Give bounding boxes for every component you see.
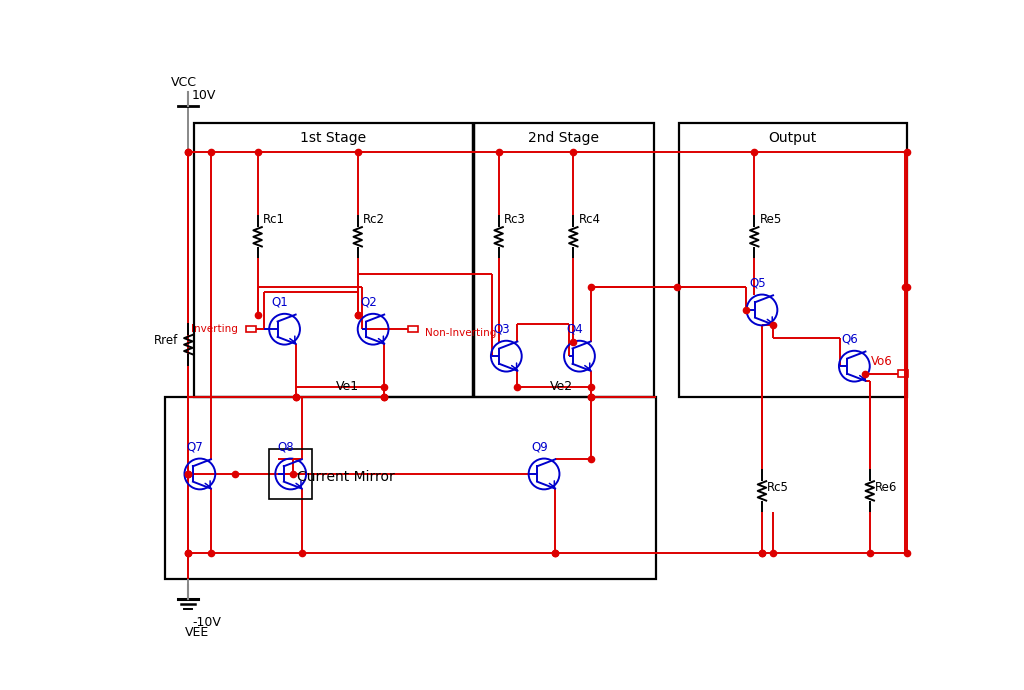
Text: Output: Output — [769, 130, 817, 144]
Text: Q6: Q6 — [842, 333, 858, 346]
Text: Q9: Q9 — [531, 440, 548, 453]
Text: Rref: Rref — [154, 334, 178, 347]
Text: VCC: VCC — [171, 76, 198, 89]
Bar — [409, 326, 418, 333]
Text: Re5: Re5 — [760, 213, 782, 226]
Text: Re6: Re6 — [876, 480, 897, 493]
Bar — [898, 371, 908, 377]
Text: Rc5: Rc5 — [767, 480, 790, 493]
Text: -10V: -10V — [193, 615, 221, 629]
Text: Q1: Q1 — [271, 295, 289, 308]
Text: Current Mirror: Current Mirror — [297, 470, 395, 484]
Text: Inverting: Inverting — [191, 324, 239, 334]
Text: Rc2: Rc2 — [364, 213, 385, 226]
Text: Q7: Q7 — [186, 440, 204, 453]
Bar — [269, 449, 312, 499]
Text: Q8: Q8 — [278, 440, 295, 453]
Text: Rc1: Rc1 — [263, 213, 285, 226]
Bar — [194, 123, 654, 397]
Text: 2nd Stage: 2nd Stage — [528, 130, 599, 144]
Bar — [165, 397, 655, 580]
Bar — [246, 326, 256, 333]
Text: Rc4: Rc4 — [579, 213, 601, 226]
Text: Ve2: Ve2 — [550, 380, 573, 393]
Bar — [679, 123, 906, 397]
Text: VEE: VEE — [184, 626, 209, 639]
Text: Vo6: Vo6 — [871, 355, 893, 368]
Text: 10V: 10V — [193, 89, 216, 102]
Text: Non-Inverting: Non-Inverting — [425, 328, 497, 338]
Text: Q2: Q2 — [360, 295, 377, 308]
Text: Q4: Q4 — [566, 322, 584, 335]
Text: 1st Stage: 1st Stage — [300, 130, 367, 144]
Text: Rc3: Rc3 — [504, 213, 526, 226]
Text: Ve1: Ve1 — [336, 380, 359, 393]
Text: Q5: Q5 — [749, 276, 766, 289]
Text: Q3: Q3 — [494, 322, 510, 335]
